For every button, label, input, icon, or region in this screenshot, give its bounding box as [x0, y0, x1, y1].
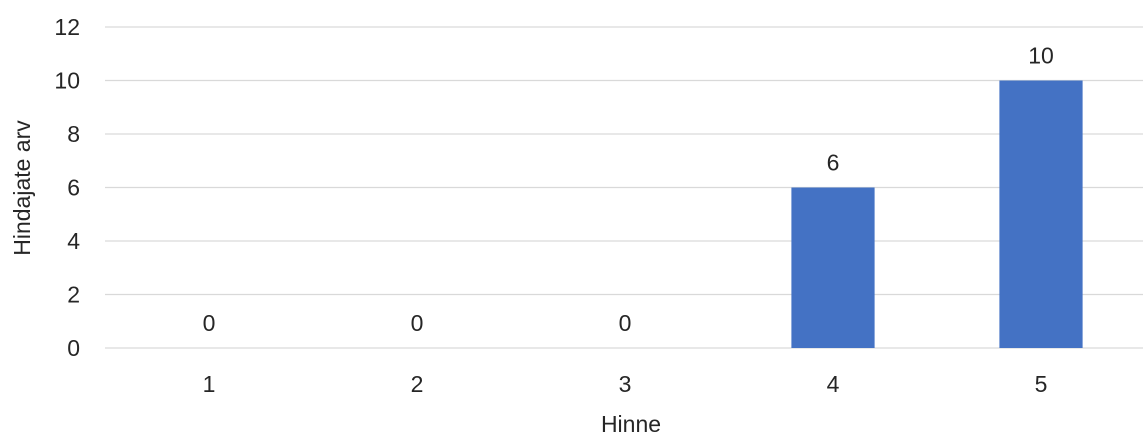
x-axis-title: Hinne [601, 411, 661, 434]
y-tick-label: 6 [67, 175, 80, 201]
data-label-2: 0 [411, 310, 424, 336]
bar-4 [791, 187, 875, 348]
data-label-1: 0 [203, 310, 216, 336]
data-label-4: 6 [827, 150, 840, 176]
x-tick-label: 3 [619, 371, 632, 397]
data-label-3: 0 [619, 310, 632, 336]
gridlines [105, 26, 1143, 349]
y-tick-label: 4 [67, 228, 80, 254]
bar-5 [999, 80, 1083, 348]
y-tick-labels: 0 2 4 6 8 10 12 [54, 14, 80, 361]
y-tick-label: 0 [67, 335, 80, 361]
bars [791, 80, 1083, 348]
x-tick-label: 5 [1035, 371, 1048, 397]
x-tick-label: 4 [827, 371, 840, 397]
x-tick-label: 2 [411, 371, 424, 397]
y-tick-label: 8 [67, 121, 80, 147]
y-tick-label: 2 [67, 282, 80, 308]
y-tick-label: 12 [54, 14, 80, 40]
x-tick-labels: 1 2 3 4 5 [203, 371, 1048, 397]
y-axis-title: Hindajate arv [9, 120, 35, 256]
x-tick-label: 1 [203, 371, 216, 397]
data-labels: 0 0 0 6 10 [203, 43, 1054, 337]
y-tick-label: 10 [54, 68, 80, 94]
data-label-5: 10 [1028, 43, 1054, 69]
